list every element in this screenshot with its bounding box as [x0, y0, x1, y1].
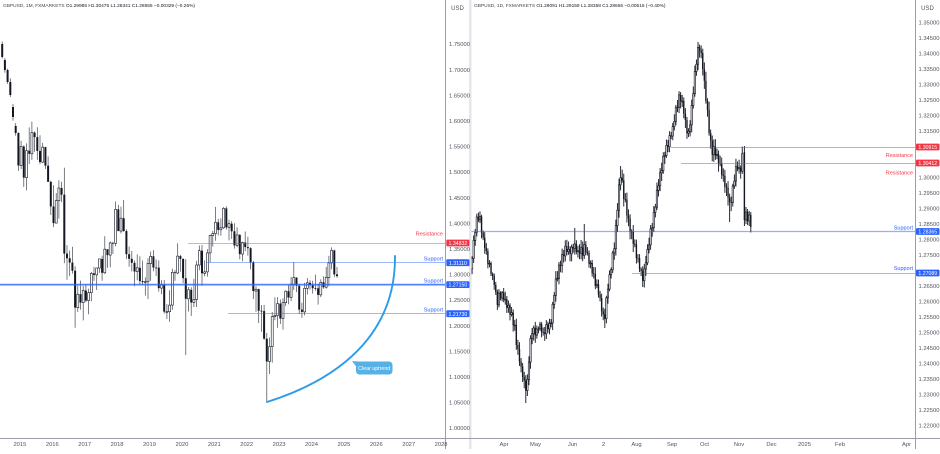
- svg-text:2015: 2015: [13, 442, 26, 448]
- svg-text:1.65000: 1.65000: [449, 93, 470, 99]
- svg-text:1.23000: 1.23000: [919, 393, 940, 399]
- svg-text:GBPUSD, 1M, FXMARKETS O1.29985: GBPUSD, 1M, FXMARKETS O1.29985 H1.30475 …: [3, 3, 195, 9]
- svg-text:1.05000: 1.05000: [449, 401, 470, 407]
- svg-text:Aug: Aug: [631, 442, 641, 448]
- svg-text:Apr: Apr: [499, 442, 508, 448]
- svg-text:2023: 2023: [273, 442, 286, 448]
- svg-text:1.21730: 1.21730: [449, 312, 468, 318]
- svg-text:Support: Support: [424, 257, 444, 263]
- svg-text:1.32500: 1.32500: [919, 98, 940, 104]
- svg-text:2018: 2018: [111, 442, 124, 448]
- svg-text:1.28365: 1.28365: [918, 230, 937, 236]
- svg-text:1.22500: 1.22500: [919, 408, 940, 414]
- svg-text:2022: 2022: [240, 442, 253, 448]
- svg-text:1.31110: 1.31110: [449, 261, 467, 267]
- svg-text:1.20000: 1.20000: [449, 324, 470, 330]
- svg-text:1.31500: 1.31500: [919, 129, 940, 135]
- svg-text:1.50000: 1.50000: [449, 170, 470, 176]
- svg-text:2028: 2028: [435, 442, 448, 448]
- svg-text:Support: Support: [424, 308, 444, 314]
- svg-text:1.27500: 1.27500: [919, 253, 940, 259]
- svg-text:2027: 2027: [402, 442, 415, 448]
- svg-text:1.34000: 1.34000: [919, 52, 940, 58]
- svg-text:Support: Support: [894, 266, 914, 272]
- svg-text:Oct: Oct: [700, 442, 709, 448]
- svg-text:1.24500: 1.24500: [919, 346, 940, 352]
- svg-text:1.28500: 1.28500: [919, 222, 940, 228]
- svg-text:Resistance: Resistance: [886, 153, 913, 159]
- svg-text:1.28000: 1.28000: [919, 238, 940, 244]
- svg-text:1.26000: 1.26000: [919, 300, 940, 306]
- svg-text:1.25000: 1.25000: [449, 298, 470, 304]
- svg-text:1.25500: 1.25500: [919, 315, 940, 321]
- svg-text:2021: 2021: [208, 442, 221, 448]
- svg-text:1.27089: 1.27089: [918, 271, 937, 277]
- svg-text:1.29000: 1.29000: [919, 207, 940, 213]
- svg-text:1.35000: 1.35000: [449, 247, 470, 253]
- svg-text:2017: 2017: [78, 442, 91, 448]
- svg-text:1.24000: 1.24000: [919, 362, 940, 368]
- svg-text:USD: USD: [921, 6, 934, 12]
- svg-text:Feb: Feb: [835, 442, 845, 448]
- svg-text:1.34832: 1.34832: [449, 241, 468, 247]
- svg-text:1.22000: 1.22000: [919, 424, 940, 430]
- svg-text:2: 2: [602, 442, 605, 448]
- svg-text:2020: 2020: [175, 442, 188, 448]
- svg-text:1.34500: 1.34500: [919, 36, 940, 42]
- svg-text:1.45000: 1.45000: [449, 196, 470, 202]
- svg-text:2025: 2025: [798, 442, 811, 448]
- svg-text:Support: Support: [894, 226, 914, 232]
- svg-text:1.33000: 1.33000: [919, 83, 940, 89]
- svg-text:Apr: Apr: [902, 442, 911, 448]
- svg-text:GBPUSD, 1D, FXMARKETS O1.29091: GBPUSD, 1D, FXMARKETS O1.29091 H1.29159 …: [474, 3, 666, 9]
- svg-text:1.25000: 1.25000: [919, 331, 940, 337]
- svg-text:USD: USD: [451, 6, 464, 12]
- svg-text:Resistance: Resistance: [886, 171, 913, 177]
- svg-text:1.60000: 1.60000: [449, 119, 470, 125]
- svg-text:1.35000: 1.35000: [919, 21, 940, 27]
- svg-text:2025: 2025: [337, 442, 350, 448]
- svg-text:Sep: Sep: [667, 442, 677, 448]
- svg-text:1.15000: 1.15000: [449, 349, 470, 355]
- svg-text:1.27150: 1.27150: [449, 283, 468, 289]
- svg-text:1.29500: 1.29500: [919, 191, 940, 197]
- svg-text:1.10000: 1.10000: [449, 375, 470, 381]
- svg-text:1.00000: 1.00000: [449, 426, 470, 432]
- svg-text:Nov: Nov: [734, 442, 744, 448]
- svg-text:2019: 2019: [143, 442, 156, 448]
- svg-text:May: May: [530, 442, 541, 448]
- svg-text:Resistance: Resistance: [416, 232, 443, 238]
- svg-text:1.40000: 1.40000: [449, 221, 470, 227]
- svg-text:1.75000: 1.75000: [449, 42, 470, 48]
- svg-text:2016: 2016: [46, 442, 59, 448]
- svg-text:Dec: Dec: [766, 442, 776, 448]
- svg-text:Clear uptrend: Clear uptrend: [358, 366, 390, 372]
- svg-text:2026: 2026: [370, 442, 383, 448]
- svg-text:Support: Support: [424, 278, 444, 284]
- svg-text:2024: 2024: [305, 442, 319, 448]
- svg-text:1.33500: 1.33500: [919, 67, 940, 73]
- svg-text:1.30412: 1.30412: [918, 161, 937, 167]
- svg-text:1.55000: 1.55000: [449, 145, 470, 151]
- svg-text:1.30000: 1.30000: [919, 176, 940, 182]
- svg-text:1.30915: 1.30915: [918, 145, 937, 151]
- svg-text:1.26500: 1.26500: [919, 284, 940, 290]
- svg-text:Jun: Jun: [568, 442, 577, 448]
- svg-text:1.30000: 1.30000: [449, 273, 470, 279]
- svg-text:1.70000: 1.70000: [449, 68, 470, 74]
- svg-text:1.32000: 1.32000: [919, 114, 940, 120]
- svg-text:1.23500: 1.23500: [919, 377, 940, 383]
